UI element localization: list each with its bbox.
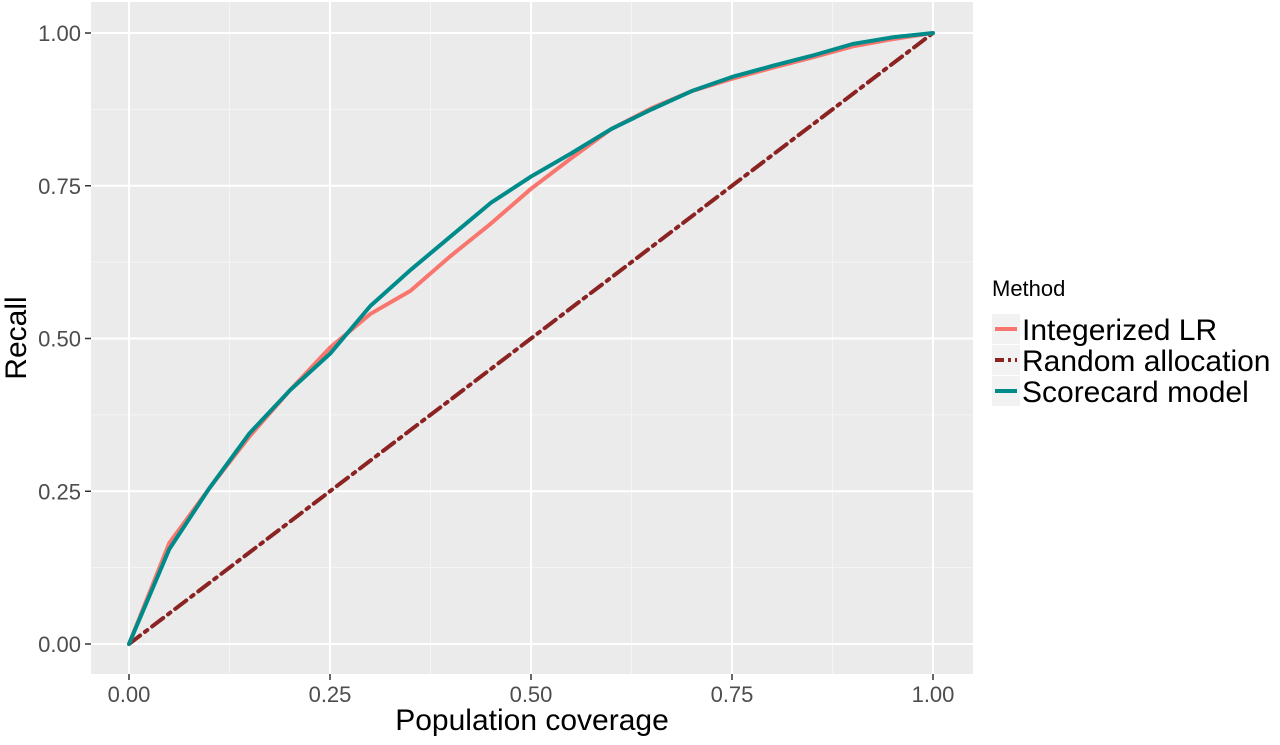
legend-label: Integerized LR: [1022, 314, 1217, 347]
y-axis: 0.00 0.25 0.50 0.75 1.00: [38, 21, 91, 657]
x-tick-label: 0.50: [510, 682, 553, 707]
legend-label: Random allocation: [1022, 345, 1270, 378]
x-tick-label: 0.25: [309, 682, 352, 707]
x-tick-label: 0.75: [711, 682, 754, 707]
x-tick-label: 0.00: [108, 682, 151, 707]
y-tick-label: 0.75: [38, 174, 81, 199]
legend-title: Method: [992, 276, 1065, 301]
y-tick-label: 0.25: [38, 479, 81, 504]
y-axis-title: Recall: [0, 296, 33, 379]
series-lines: [127, 31, 935, 646]
y-tick-label: 0.00: [38, 632, 81, 657]
x-axis-title: Population coverage: [395, 704, 669, 737]
x-axis: 0.00 0.25 0.50 0.75 1.00: [108, 674, 955, 707]
series-line-scorecard-model: [127, 31, 935, 646]
legend-label: Scorecard model: [1022, 376, 1249, 409]
y-tick-label: 0.50: [38, 327, 81, 352]
y-tick-label: 1.00: [38, 21, 81, 46]
x-tick-label: 1.00: [912, 682, 955, 707]
series-line-random-allocation: [127, 31, 935, 646]
